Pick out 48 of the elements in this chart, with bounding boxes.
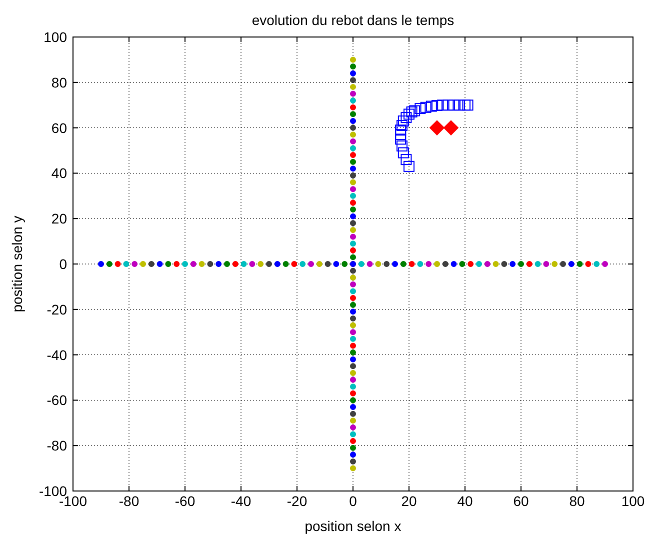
point [420,102,432,113]
y-tick-label: 40 [51,165,68,182]
point [430,120,444,136]
point [406,106,418,118]
y-tick-label: -80 [46,438,68,454]
x-tick-label: 40 [457,493,473,509]
point [454,100,465,111]
point [404,160,414,172]
y-tick-label: 20 [51,210,68,227]
x-tick-label: -80 [118,493,140,509]
x-tick-label: 80 [569,493,585,509]
point [398,115,409,126]
point [444,120,458,136]
y-axis-title: position selon y [9,216,25,312]
point [400,154,412,166]
point [400,112,412,124]
point [395,134,406,145]
x-tick-label: -40 [230,493,252,509]
point [398,147,409,158]
point [432,100,442,112]
y-tick-label: 100 [44,29,68,45]
y-tick-label: -40 [46,346,68,363]
x-tick-label: 100 [621,493,645,509]
point [396,120,408,132]
x-tick-label: 20 [401,493,417,509]
point [395,124,406,136]
x-tick-label: 0 [349,493,358,509]
x-tick-label: -60 [174,493,196,509]
point [462,100,474,111]
point [409,105,420,116]
point [395,129,406,140]
point [442,100,454,111]
point [396,140,408,152]
point [460,100,470,111]
y-tick-label: -20 [46,301,68,318]
y-tick-label: 60 [51,120,68,136]
x-tick-label: -20 [286,493,308,509]
point [426,100,437,112]
x-axis-title: position selon x [304,518,402,534]
y-tick-label: 80 [51,74,68,90]
point [437,100,448,111]
y-tick-label: 0 [59,256,68,272]
point [414,103,426,114]
y-tick-label: -60 [46,392,68,408]
point [448,100,460,111]
x-tick-label: 60 [513,493,529,509]
point [404,108,414,120]
chart-title: evolution du rebot dans le temps [252,12,454,28]
